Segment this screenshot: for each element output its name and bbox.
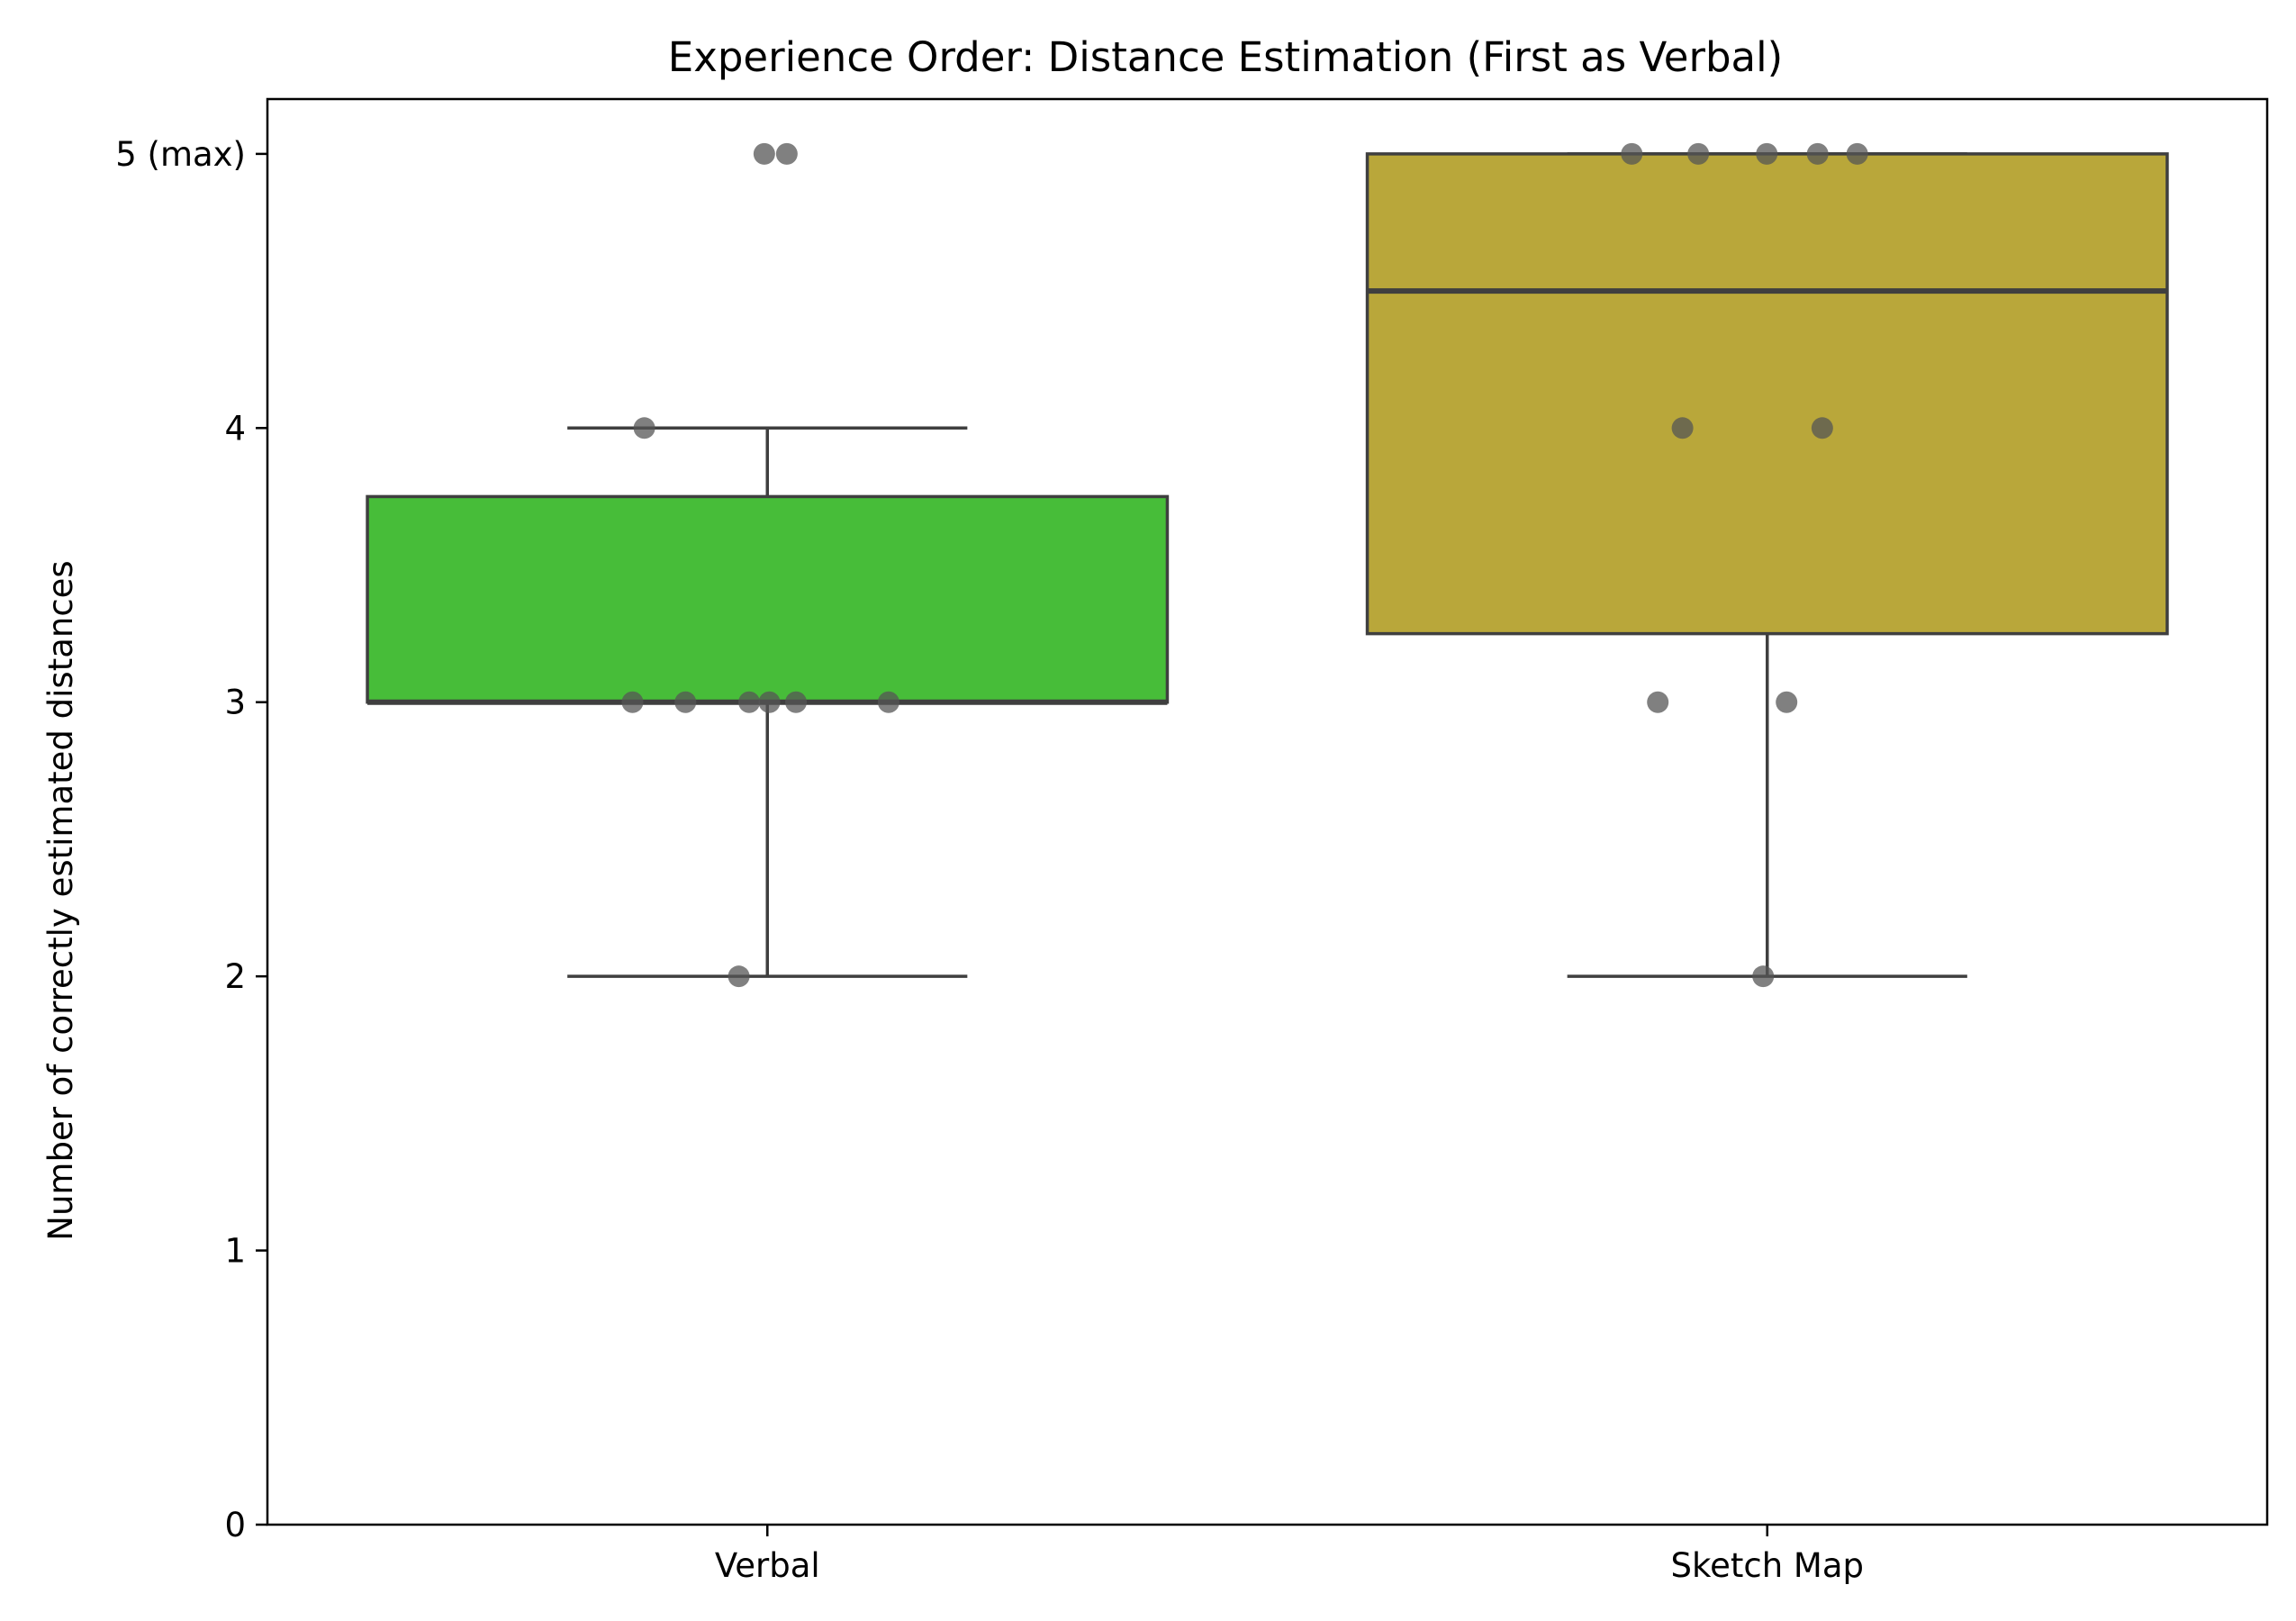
data-point-verbal-4 (738, 691, 761, 713)
data-point-verbal-6 (621, 691, 644, 713)
y-tick-label-2: 2 (224, 957, 246, 996)
data-point-verbal-2 (633, 417, 655, 439)
y-tick-label-5: 5 (max) (115, 135, 246, 174)
data-point-verbal-5 (758, 691, 781, 713)
box-sketch-map (1365, 152, 2169, 636)
plot-frame (266, 97, 2269, 1526)
data-point-sketch-map-5 (1671, 417, 1694, 439)
data-point-verbal-3 (674, 691, 697, 713)
chart-title: Experience Order: Distance Estimation (F… (668, 33, 1783, 81)
data-point-sketch-map-9 (1752, 965, 1775, 988)
plot-area: 0 1 2 3 4 5 (max) Verbal Sketch Map (115, 97, 2269, 1585)
y-tick-label-3: 3 (224, 684, 246, 722)
data-point-verbal-1 (775, 142, 798, 165)
data-point-sketch-map-4 (1756, 142, 1778, 165)
y-tick-label-1: 1 (224, 1232, 246, 1271)
x-tick-label-verbal: Verbal (715, 1546, 820, 1585)
data-point-sketch-map-8 (1776, 691, 1798, 713)
data-point-sketch-map-6 (1811, 417, 1833, 439)
data-point-verbal-8 (785, 691, 808, 713)
data-point-sketch-map-7 (1647, 691, 1669, 713)
x-tick-label-sketch-map: Sketch Map (1670, 1546, 1864, 1585)
y-axis-label: Number of correctly estimated distances (41, 560, 80, 1240)
data-point-verbal-7 (877, 691, 899, 713)
data-point-sketch-map-0 (1687, 142, 1710, 165)
data-point-sketch-map-2 (1806, 142, 1829, 165)
data-point-sketch-map-3 (1621, 142, 1643, 165)
data-point-sketch-map-1 (1846, 142, 1868, 165)
box-verbal (366, 494, 1170, 704)
data-point-verbal-0 (753, 142, 775, 165)
y-tick-label-4: 4 (224, 409, 246, 448)
y-tick-label-0: 0 (224, 1506, 246, 1544)
data-point-verbal-9 (728, 965, 750, 988)
